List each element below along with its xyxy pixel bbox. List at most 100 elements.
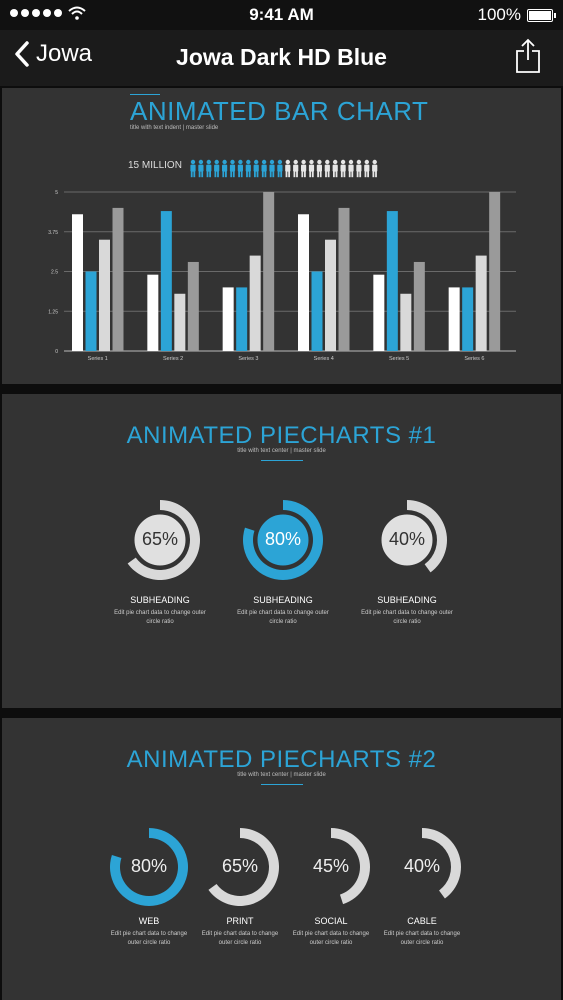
pie-heading: WEB	[138, 916, 160, 926]
donut-percent-label: 40%	[403, 856, 441, 876]
bar	[338, 207, 350, 351]
x-tick-label: Series 4	[314, 356, 334, 362]
piecharts-2-panel: ANIMATED PIECHARTS #2 title with text ce…	[2, 718, 561, 1000]
page-title: Jowa Dark HD Blue	[176, 44, 387, 70]
share-icon	[516, 38, 540, 73]
bar	[72, 214, 83, 351]
bar	[373, 274, 385, 351]
pie-description: Edit pie chart data to change outer circ…	[292, 931, 370, 946]
bar	[187, 261, 199, 351]
pie-subheading: SUBHEADING	[130, 595, 190, 605]
person-icon	[324, 159, 330, 178]
bar	[249, 255, 261, 351]
pie-subheading: SUBHEADING	[377, 595, 437, 605]
bar	[263, 192, 275, 351]
back-button[interactable]: Jowa	[14, 40, 92, 68]
bar	[147, 274, 159, 351]
person-icon	[308, 159, 315, 178]
piecharts-1-title: ANIMATED PIECHARTS #1	[126, 422, 437, 449]
bar	[400, 293, 412, 351]
signal-dots-icon	[10, 9, 62, 17]
people-icons	[190, 159, 378, 178]
pie-heading: CABLE	[407, 916, 437, 926]
donut-center	[380, 513, 434, 567]
person-icon	[237, 159, 243, 178]
people-count-label: 15 MILLION	[128, 160, 182, 171]
piecharts-2-subtitle: title with text center | master slide	[237, 772, 326, 778]
person-icon	[190, 159, 196, 178]
person-icon	[348, 159, 354, 178]
bar	[298, 214, 309, 351]
battery-icon	[527, 8, 556, 22]
pie-heading: PRINT	[226, 916, 254, 926]
person-icon	[229, 159, 236, 178]
donut-percent-label: 65%	[141, 529, 179, 549]
pie-description: Edit pie chart data to change outer circ…	[114, 610, 206, 625]
title-accent-line	[130, 94, 160, 95]
bar	[112, 207, 124, 351]
donut-svg	[331, 828, 370, 905]
piecharts-1-panel: ANIMATED PIECHARTS #1 title with text ce…	[2, 394, 561, 708]
person-icon	[356, 159, 362, 178]
bar	[160, 211, 172, 351]
person-icon	[206, 159, 212, 178]
donut-svg	[127, 500, 200, 580]
donut-percent-label: 45%	[312, 856, 350, 876]
person-icon	[364, 159, 370, 178]
person-icon	[372, 159, 378, 178]
navigation-bar: Jowa Jowa Dark HD Blue	[0, 30, 563, 86]
bar	[325, 239, 336, 351]
bar	[236, 287, 248, 351]
person-icon	[285, 159, 291, 178]
share-button[interactable]	[515, 38, 541, 79]
person-icon	[261, 159, 267, 178]
donut-arc	[331, 828, 370, 905]
bar	[475, 255, 487, 351]
donut-center	[133, 513, 187, 567]
title-accent-line	[261, 460, 303, 461]
title-accent-line	[261, 784, 303, 785]
person-icon	[245, 159, 251, 178]
donut-svg	[422, 828, 461, 899]
wifi-icon	[68, 6, 86, 20]
person-icon	[222, 159, 228, 178]
bar	[448, 287, 460, 351]
donut-svg	[380, 500, 447, 573]
bar	[99, 239, 110, 351]
pie-description: Edit pie chart data to change outer circ…	[237, 610, 329, 625]
pie-description: Edit pie chart data to change outer circ…	[361, 610, 453, 625]
donut-percent-label: 80%	[130, 856, 168, 876]
y-tick-label: 5	[55, 190, 58, 196]
x-tick-label: Series 5	[389, 356, 409, 362]
person-icon	[340, 159, 346, 178]
back-label: Jowa	[36, 40, 93, 67]
pie-description: Edit pie chart data to change outer circ…	[201, 931, 279, 946]
y-tick-label: 2.5	[51, 270, 58, 276]
pie-heading: SOCIAL	[314, 916, 348, 926]
y-tick-label: 3.75	[48, 230, 58, 236]
bar	[222, 287, 234, 351]
bar	[386, 211, 398, 351]
person-icon	[198, 159, 204, 178]
person-icon	[293, 159, 299, 178]
status-bar: 9:41 AM 100%	[0, 0, 563, 30]
bar-chart-subtitle: title with text indent | master slide	[130, 125, 219, 131]
bar-chart: 0 1.25 2.5 3.75 5 Series 1 Series 2 Series 3 Ser…	[48, 190, 516, 362]
x-tick-label: Series 1	[88, 356, 108, 362]
donut-arc	[422, 828, 461, 899]
bar	[489, 192, 501, 351]
bar	[174, 293, 186, 351]
bar-chart-title: ANIMATED BAR CHART	[130, 96, 429, 126]
donut-svg	[243, 500, 323, 580]
person-icon	[332, 159, 338, 178]
donut-percent-label: 65%	[221, 856, 259, 876]
signal-indicator	[10, 6, 86, 20]
donut-percent-label: 40%	[388, 529, 426, 549]
status-time: 9:41 AM	[249, 5, 314, 24]
y-tick-label: 0	[55, 349, 58, 355]
chevron-left-icon	[15, 41, 29, 67]
person-icon	[269, 159, 275, 178]
x-tick-label: Series 6	[464, 356, 484, 362]
pie-description: Edit pie chart data to change outer circ…	[383, 931, 461, 946]
person-icon	[301, 159, 307, 178]
